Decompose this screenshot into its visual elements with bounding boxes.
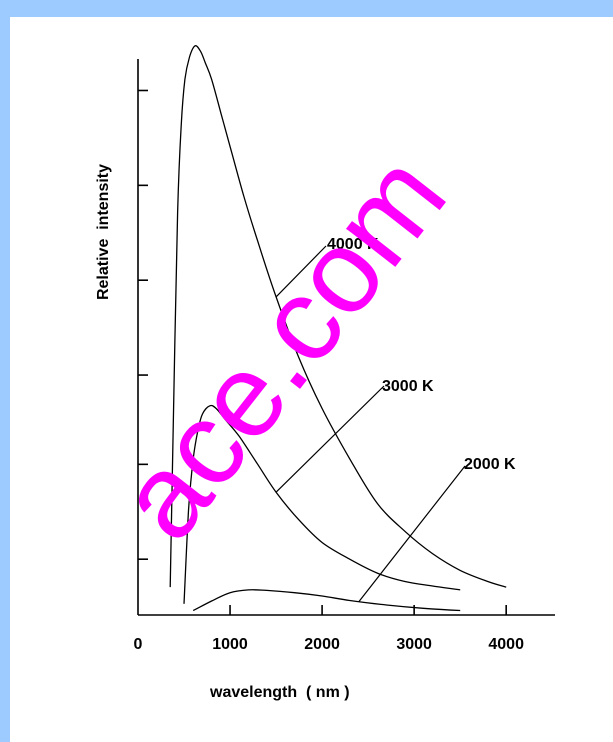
x-ticks: 0 1000 2000 3000 4000 xyxy=(134,605,524,653)
x-tick-label: 4000 xyxy=(488,636,524,653)
series-line-4000-k xyxy=(169,45,507,588)
series-line-2000-k xyxy=(192,589,461,612)
x-tick-label: 3000 xyxy=(396,636,432,653)
y-axis-label: Relative intensity xyxy=(95,164,112,300)
series-line-3000-k xyxy=(183,404,461,604)
y-ticks xyxy=(138,89,148,561)
curve-label: 3000 K xyxy=(382,378,434,395)
curve-label: 2000 K xyxy=(464,456,516,473)
watermark: ace.com xyxy=(93,131,472,564)
leader-line xyxy=(275,245,327,298)
x-tick-label: 1000 xyxy=(212,636,248,653)
x-tick-label: 2000 xyxy=(304,636,340,653)
curves xyxy=(169,45,507,612)
blackbody-chart: 0 1000 2000 3000 4000 4000 K 3000 K 2000 K wav… xyxy=(93,45,555,701)
figure-frame: 0 1000 2000 3000 4000 4000 K 3000 K 2000 K wav… xyxy=(10,17,613,742)
curve-label: 4000 K xyxy=(327,236,379,253)
x-axis-label: wavelength ( nm ) xyxy=(209,684,350,701)
axes xyxy=(137,59,555,616)
leader-line xyxy=(275,385,385,493)
x-tick-label: 0 xyxy=(134,636,143,653)
leader-line xyxy=(358,465,466,602)
curve-labels: 4000 K 3000 K 2000 K xyxy=(327,236,516,473)
curve-leader-lines xyxy=(275,245,466,602)
